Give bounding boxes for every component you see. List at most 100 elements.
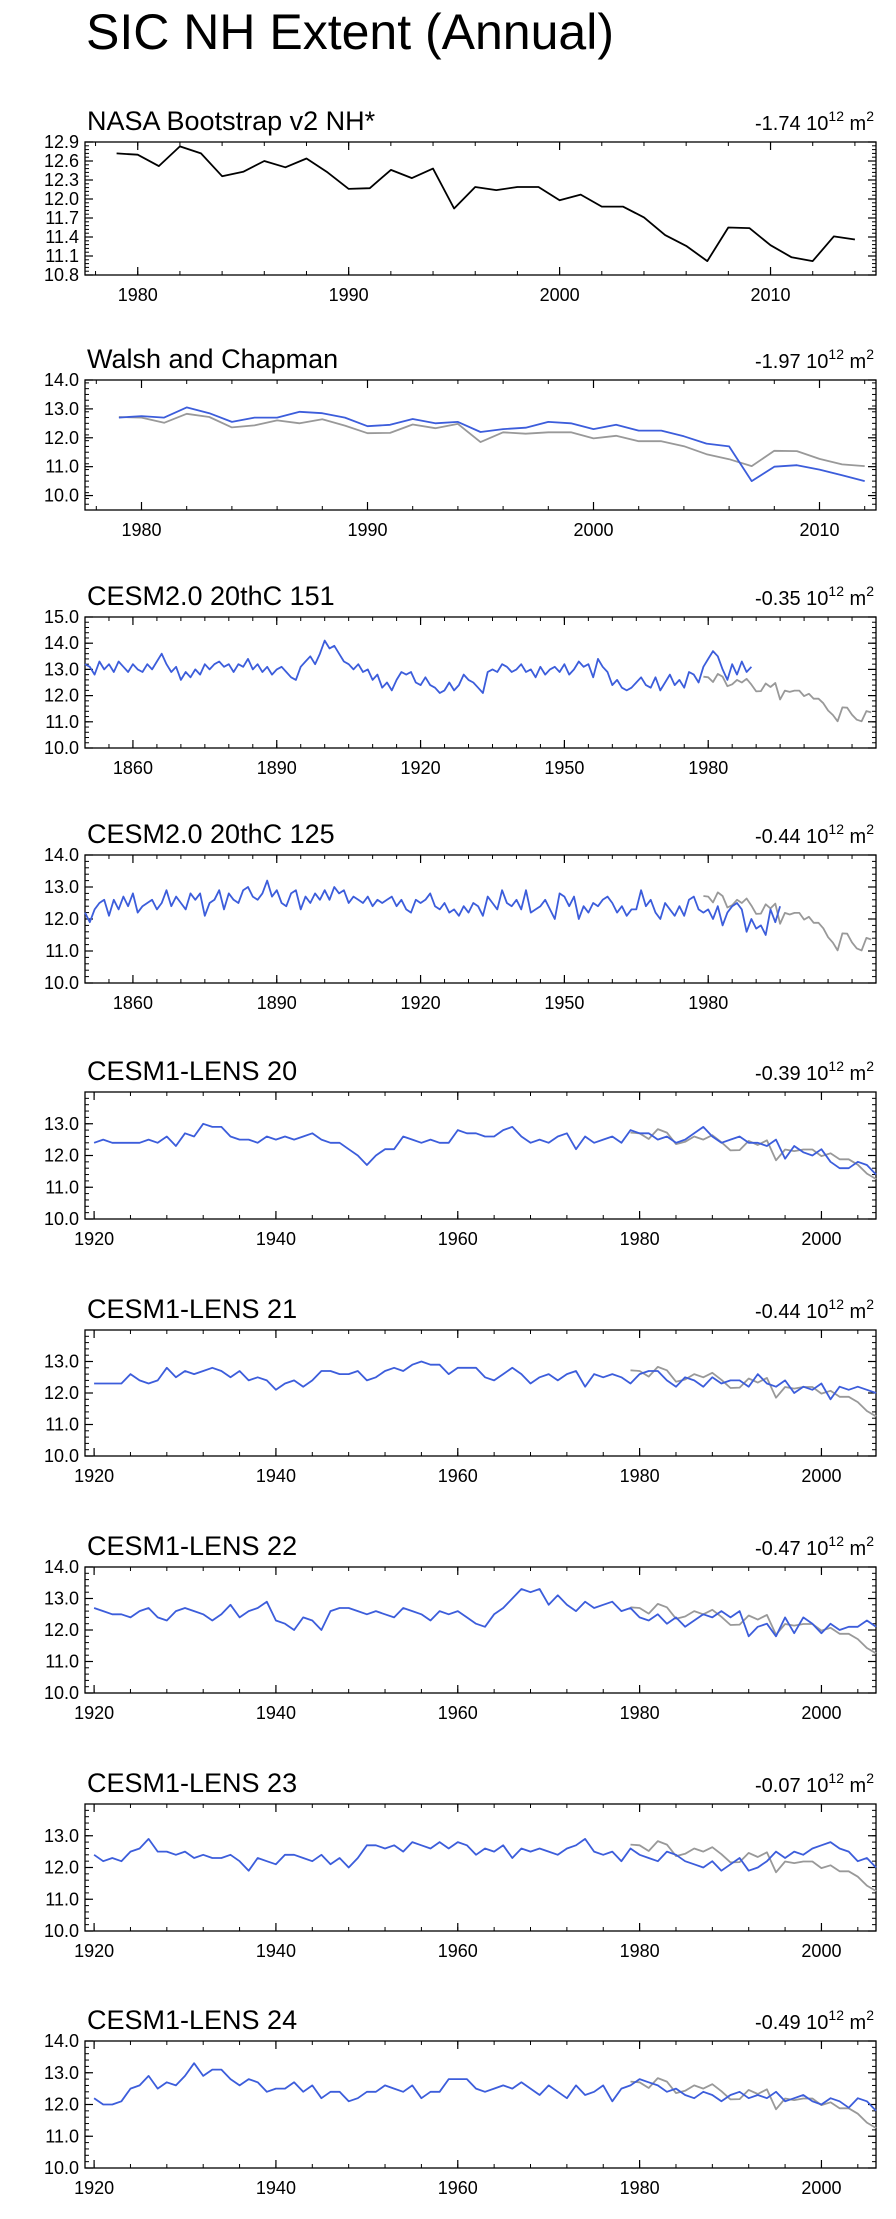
plot-frame — [84, 2040, 877, 2169]
y-tick-label: 12.9 — [44, 132, 79, 152]
x-tick-label: 2000 — [801, 1229, 841, 1249]
x-tick-label: 1980 — [620, 2178, 660, 2198]
y-tick-label: 14.0 — [44, 1557, 79, 1577]
trend-label: -0.39 1012 m2 — [755, 1058, 874, 1085]
chart-panel: CESM2.0 20thC 151 -0.35 1012 m2 10.0 11.0 12… — [44, 581, 877, 778]
y-tick-label: 13.0 — [44, 1352, 79, 1372]
y-tick-label: 12.3 — [44, 170, 79, 190]
y-tick-label: 14.0 — [44, 2031, 79, 2051]
y-tick-label: 13.0 — [44, 1114, 79, 1134]
panel-title: CESM1-LENS 23 — [87, 1768, 297, 1798]
x-tick-label: 1940 — [256, 1941, 296, 1961]
series-line — [84, 639, 753, 694]
x-tick-label: 1980 — [620, 1703, 660, 1723]
y-tick-label: 11.0 — [45, 941, 79, 961]
y-tick-label: 12.0 — [44, 189, 79, 209]
y-tick-label: 13.0 — [44, 399, 79, 419]
series-line — [630, 2077, 877, 2129]
series-line — [703, 891, 872, 952]
series-line — [94, 1360, 877, 1401]
x-tick-label: 1890 — [257, 993, 297, 1013]
series-line — [116, 145, 856, 263]
y-tick-label: 12.6 — [44, 151, 79, 171]
y-tick-label: 11.0 — [45, 1889, 79, 1909]
y-tick-label: 14.0 — [44, 633, 79, 653]
series-line — [93, 1588, 877, 1638]
y-tick-label: 11.0 — [45, 457, 79, 477]
y-tick-label: 15.0 — [44, 607, 79, 627]
series-line — [118, 406, 865, 483]
y-tick-label: 10.0 — [44, 486, 79, 506]
chart-panel: CESM1-LENS 22 -0.47 1012 m2 10.0 11.0 12.0 13… — [44, 1531, 877, 1723]
y-tick-label: 12.0 — [44, 1146, 79, 1166]
x-tick-label: 2010 — [751, 285, 791, 305]
series-line — [630, 1603, 877, 1655]
series-line — [703, 673, 872, 723]
plot-frame — [84, 1329, 877, 1457]
y-tick-label: 11.0 — [45, 1652, 79, 1672]
x-tick-label: 1980 — [620, 1941, 660, 1961]
x-tick-label: 2010 — [799, 520, 839, 540]
x-tick-label: 1990 — [329, 285, 369, 305]
y-tick-label: 11.0 — [45, 2126, 79, 2146]
x-tick-label: 2000 — [801, 1941, 841, 1961]
y-tick-label: 10.0 — [44, 1921, 79, 1941]
y-tick-label: 10.8 — [44, 265, 79, 285]
y-tick-label: 11.7 — [45, 208, 79, 228]
trend-label: -0.49 1012 m2 — [755, 2007, 874, 2034]
x-tick-label: 1960 — [438, 1229, 478, 1249]
y-tick-label: 12.0 — [44, 909, 79, 929]
y-tick-label: 11.0 — [45, 1415, 79, 1435]
y-tick-label: 11.0 — [45, 712, 79, 732]
x-tick-label: 1980 — [688, 758, 728, 778]
trend-label: -1.74 1012 m2 — [755, 108, 874, 135]
y-tick-label: 11.4 — [45, 227, 79, 247]
y-tick-label: 10.0 — [44, 973, 79, 993]
trend-label: -0.44 1012 m2 — [755, 1296, 874, 1323]
trend-label: -0.44 1012 m2 — [755, 821, 874, 848]
y-tick-label: 10.0 — [44, 1446, 79, 1466]
y-tick-label: 12.0 — [44, 428, 79, 448]
chart-panel: CESM1-LENS 20 -0.39 1012 m2 10.0 11.0 12.0 13… — [44, 1056, 877, 1249]
x-tick-label: 1950 — [544, 758, 584, 778]
x-tick-label: 1940 — [256, 2178, 296, 2198]
chart-panel: NASA Bootstrap v2 NH* -1.74 1012 m210.811… — [44, 106, 877, 305]
y-tick-label: 10.0 — [44, 1683, 79, 1703]
panel-title: CESM1-LENS 20 — [87, 1056, 297, 1086]
x-tick-label: 2000 — [573, 520, 613, 540]
y-tick-label: 11.0 — [45, 1177, 79, 1197]
panel-title: CESM2.0 20thC 151 — [87, 581, 335, 611]
plot-frame — [84, 1091, 877, 1220]
chart-panel: CESM1-LENS 21 -0.44 1012 m2 10.0 11.0 12.0 13… — [44, 1294, 877, 1486]
x-tick-label: 1980 — [688, 993, 728, 1013]
panel-title: CESM1-LENS 22 — [87, 1531, 297, 1561]
x-tick-label: 1920 — [74, 1941, 114, 1961]
x-tick-label: 2000 — [801, 1703, 841, 1723]
x-tick-label: 1960 — [438, 2178, 478, 2198]
x-tick-label: 1940 — [256, 1703, 296, 1723]
trend-label: -0.47 1012 m2 — [755, 1533, 874, 1560]
x-tick-label: 1860 — [113, 758, 153, 778]
x-tick-label: 1940 — [256, 1466, 296, 1486]
chart-panel: Walsh and Chapman -1.97 1012 m2 10.0 11.0 12… — [44, 344, 877, 540]
x-tick-label: 2000 — [801, 1466, 841, 1486]
y-tick-label: 10.0 — [44, 738, 79, 758]
x-tick-label: 1920 — [74, 1229, 114, 1249]
x-tick-label: 1920 — [74, 1703, 114, 1723]
y-tick-label: 13.0 — [44, 2063, 79, 2083]
x-tick-label: 1890 — [257, 758, 297, 778]
y-tick-label: 12.0 — [44, 1858, 79, 1878]
y-tick-label: 12.0 — [44, 1620, 79, 1640]
x-tick-label: 2000 — [540, 285, 580, 305]
x-tick-label: 1980 — [620, 1229, 660, 1249]
panel-title: Walsh and Chapman — [87, 344, 338, 374]
y-tick-label: 13.0 — [44, 1826, 79, 1846]
x-tick-label: 1920 — [74, 2178, 114, 2198]
main-title: SIC NH Extent (Annual) — [86, 4, 614, 60]
y-tick-label: 12.0 — [44, 2095, 79, 2115]
trend-label: -0.07 1012 m2 — [755, 1770, 874, 1797]
y-tick-label: 14.0 — [44, 845, 79, 865]
y-tick-label: 12.0 — [44, 686, 79, 706]
x-tick-label: 1960 — [438, 1941, 478, 1961]
